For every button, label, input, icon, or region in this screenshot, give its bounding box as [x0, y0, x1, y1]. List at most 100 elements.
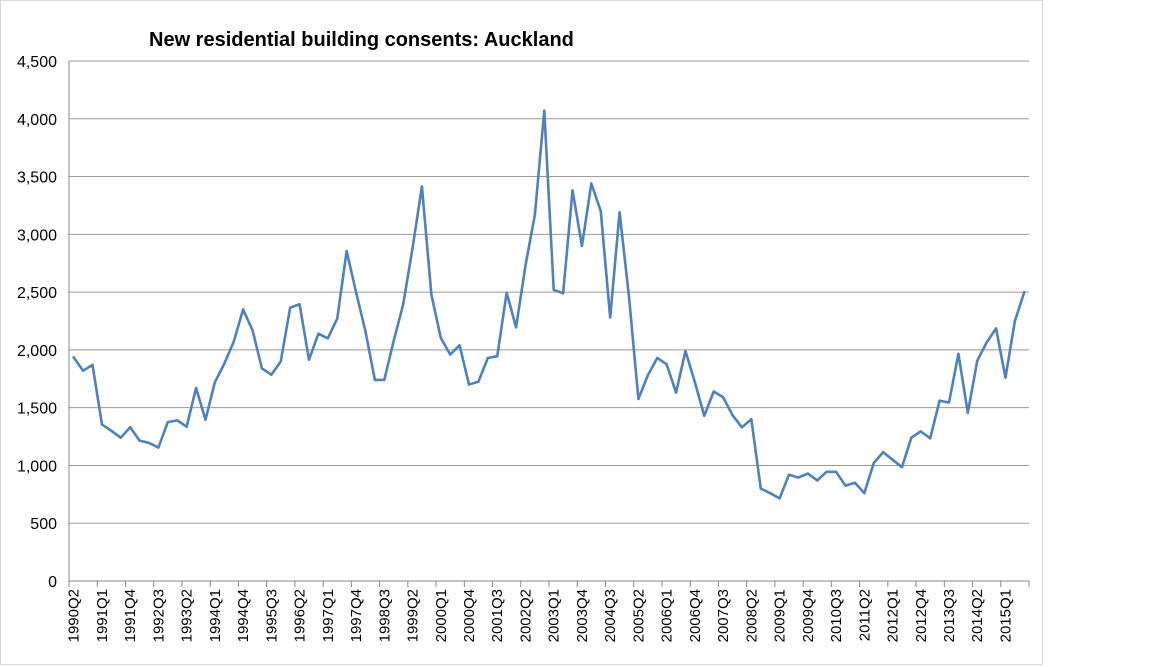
x-tick-label: 2008Q2: [743, 589, 760, 642]
data-point: [910, 436, 913, 439]
data-point: [279, 360, 282, 363]
data-point: [580, 244, 584, 248]
data-point: [458, 344, 461, 347]
series-line-consents: [72, 109, 1026, 500]
x-tick-label: 2012Q4: [913, 589, 930, 642]
data-point: [251, 329, 254, 332]
data-point: [467, 383, 471, 386]
data-point: [241, 308, 245, 311]
x-tick-label: 1992Q3: [150, 589, 167, 642]
y-tick-label: 0: [48, 574, 57, 591]
data-point: [721, 396, 725, 399]
data-point: [740, 426, 744, 429]
data-point: [288, 306, 292, 309]
data-point: [816, 479, 819, 482]
data-point: [938, 399, 941, 402]
data-point: [260, 367, 264, 370]
data-point: [703, 414, 706, 417]
data-point: [157, 446, 160, 449]
data-point: [608, 316, 612, 319]
data-point: [336, 317, 339, 320]
data-point: [590, 182, 593, 185]
x-tick-label: 1993Q2: [179, 589, 196, 642]
data-point: [204, 418, 207, 421]
data-point: [213, 381, 217, 384]
data-point: [486, 356, 490, 360]
data-point: [627, 295, 631, 298]
data-point: [1013, 319, 1017, 323]
data-point: [147, 441, 151, 445]
x-tick-label: 2007Q3: [715, 589, 732, 642]
data-point: [1023, 290, 1026, 294]
x-tick-label: 2001Q3: [489, 589, 506, 642]
data-point: [373, 378, 377, 382]
data-point: [646, 374, 650, 377]
data-point: [524, 264, 527, 267]
x-tick-label: 2003Q4: [574, 589, 591, 642]
data-point: [618, 211, 621, 214]
data-point: [985, 341, 988, 344]
data-point: [797, 476, 800, 479]
data-point: [533, 213, 537, 216]
data-point: [561, 292, 565, 295]
data-point: [128, 426, 132, 429]
data-point: [712, 390, 715, 393]
x-tick-label: 1994Q1: [207, 589, 224, 642]
data-point: [768, 491, 772, 495]
axes: [68, 61, 1029, 582]
x-tick-label: 2013Q3: [941, 589, 958, 642]
x-tick-label: 2006Q4: [687, 589, 704, 642]
y-tick-label: 1,500: [17, 401, 57, 418]
x-tick-label: 1991Q1: [94, 589, 111, 642]
data-point: [223, 362, 226, 365]
data-point: [947, 401, 951, 404]
y-tick-label: 2,500: [17, 285, 57, 302]
data-point: [138, 439, 141, 442]
data-point: [693, 381, 697, 384]
data-point: [166, 420, 170, 424]
data-point: [270, 373, 273, 376]
x-tick-label: 2000Q4: [461, 589, 478, 642]
data-point: [1004, 376, 1007, 379]
x-tick-label: 1991Q4: [122, 589, 139, 642]
y-tick-label: 500: [30, 516, 57, 533]
data-point: [496, 355, 499, 358]
data-point: [110, 429, 113, 432]
x-tick-label: 2003Q1: [546, 589, 563, 642]
data-point: [514, 326, 518, 329]
data-point: [317, 332, 320, 335]
data-point: [543, 109, 546, 112]
x-tick-label: 2005Q2: [630, 589, 647, 642]
x-tick-label: 2000Q1: [433, 589, 450, 642]
data-point: [477, 380, 480, 383]
data-point: [354, 290, 358, 294]
x-tick-label: 2009Q4: [800, 589, 817, 642]
chart-svg: 0 500 1,000 1,500 2,000 2,500 3,000 3,500 4,000 4…: [17, 29, 1030, 642]
data-point: [778, 497, 781, 500]
data-point: [401, 303, 405, 307]
y-tick-label: 2,000: [17, 343, 57, 360]
x-tick-label: 2002Q2: [517, 589, 534, 642]
x-tick-label: 2012Q1: [885, 589, 902, 642]
y-tick-label: 3,000: [17, 227, 57, 244]
y-axis-ticks: 0 500 1,000 1,500 2,000 2,500 3,000 3,500 4,000 4…: [17, 54, 57, 591]
data-point: [844, 484, 847, 487]
data-point: [571, 189, 574, 192]
data-point: [957, 352, 960, 356]
data-point: [806, 472, 810, 475]
data-point: [364, 330, 367, 333]
data-point: [176, 419, 179, 422]
data-point: [298, 303, 301, 306]
data-point: [100, 423, 104, 426]
data-point: [787, 473, 791, 476]
chart-title: New residential building consents: Auckl…: [149, 29, 574, 51]
data-point: [194, 386, 198, 390]
data-point: [966, 411, 970, 415]
x-tick-label: 1999Q2: [405, 589, 422, 642]
data-point: [81, 369, 85, 372]
data-point: [552, 288, 555, 291]
data-point: [505, 291, 508, 294]
data-point: [411, 247, 414, 250]
y-tick-label: 4,500: [17, 54, 57, 71]
x-tick-label: 2010Q3: [828, 589, 845, 642]
